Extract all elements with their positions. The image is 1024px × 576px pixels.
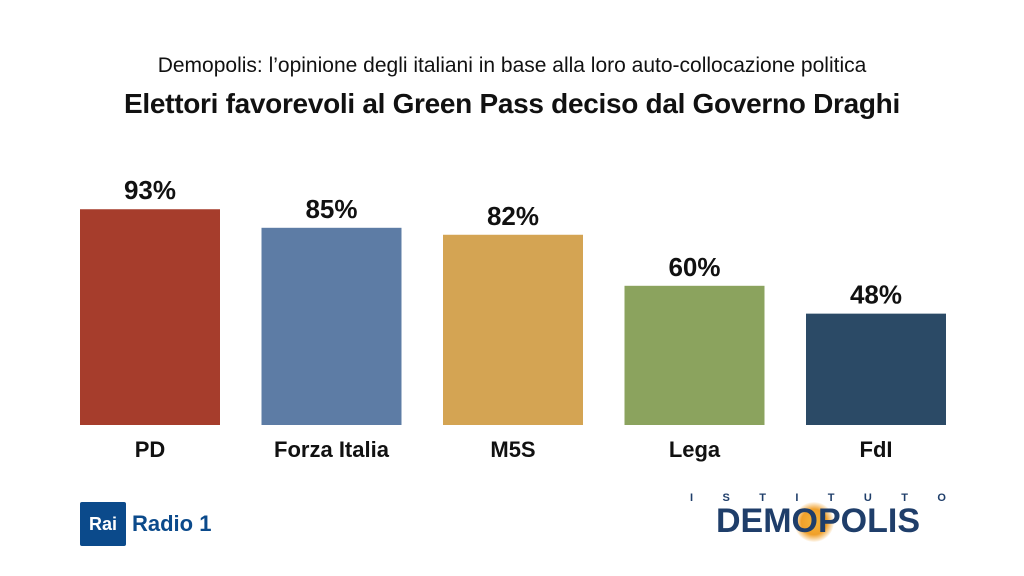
bar-forza-italia (261, 227, 402, 425)
bar-value-label: 93% (124, 175, 176, 205)
radio1-logo-text: Radio 1 (132, 511, 212, 536)
bar-value-label: 82% (487, 201, 539, 231)
bar-value-label: 85% (305, 194, 357, 224)
demopolis-istituto-letter: T (759, 492, 766, 504)
category-label: Forza Italia (274, 437, 390, 462)
demopolis-istituto-letter: T (827, 492, 835, 504)
demopolis-word: DEMOPOLIS (715, 502, 921, 540)
demopolis-istituto-letter: U (863, 492, 872, 504)
category-label: M5S (490, 437, 535, 462)
category-label: FdI (860, 437, 893, 462)
bar-value-label: 60% (668, 252, 720, 282)
category-label: Lega (669, 437, 721, 462)
bar-fdi (806, 313, 946, 425)
bar-lega (624, 285, 765, 425)
category-label: PD (135, 437, 166, 462)
rai-logo-box: Rai (80, 502, 126, 546)
demopolis-istituto-letter: O (937, 492, 946, 504)
demopolis-istituto-letter: I (690, 492, 694, 504)
chart-subtitle: Demopolis: l’opinione degli italiani in … (157, 54, 867, 77)
rai-radio1-logo: Rai Radio 1 (80, 502, 211, 546)
demopolis-istituto-letter: T (901, 492, 908, 504)
sun-icon (794, 502, 834, 542)
chart-title: Elettori favorevoli al Green Pass deciso… (124, 88, 900, 119)
bar-value-label: 48% (850, 280, 902, 310)
bar-m5s (443, 234, 583, 425)
demopolis-logo: I S T I T U T O DEMOPOLIS (690, 492, 946, 542)
demopolis-wordmark: DEMOPOLIS (690, 502, 946, 542)
demopolis-istituto-letter: I (795, 492, 799, 504)
bar-pd (80, 209, 220, 425)
demopolis-istituto-letter: S (722, 492, 730, 504)
